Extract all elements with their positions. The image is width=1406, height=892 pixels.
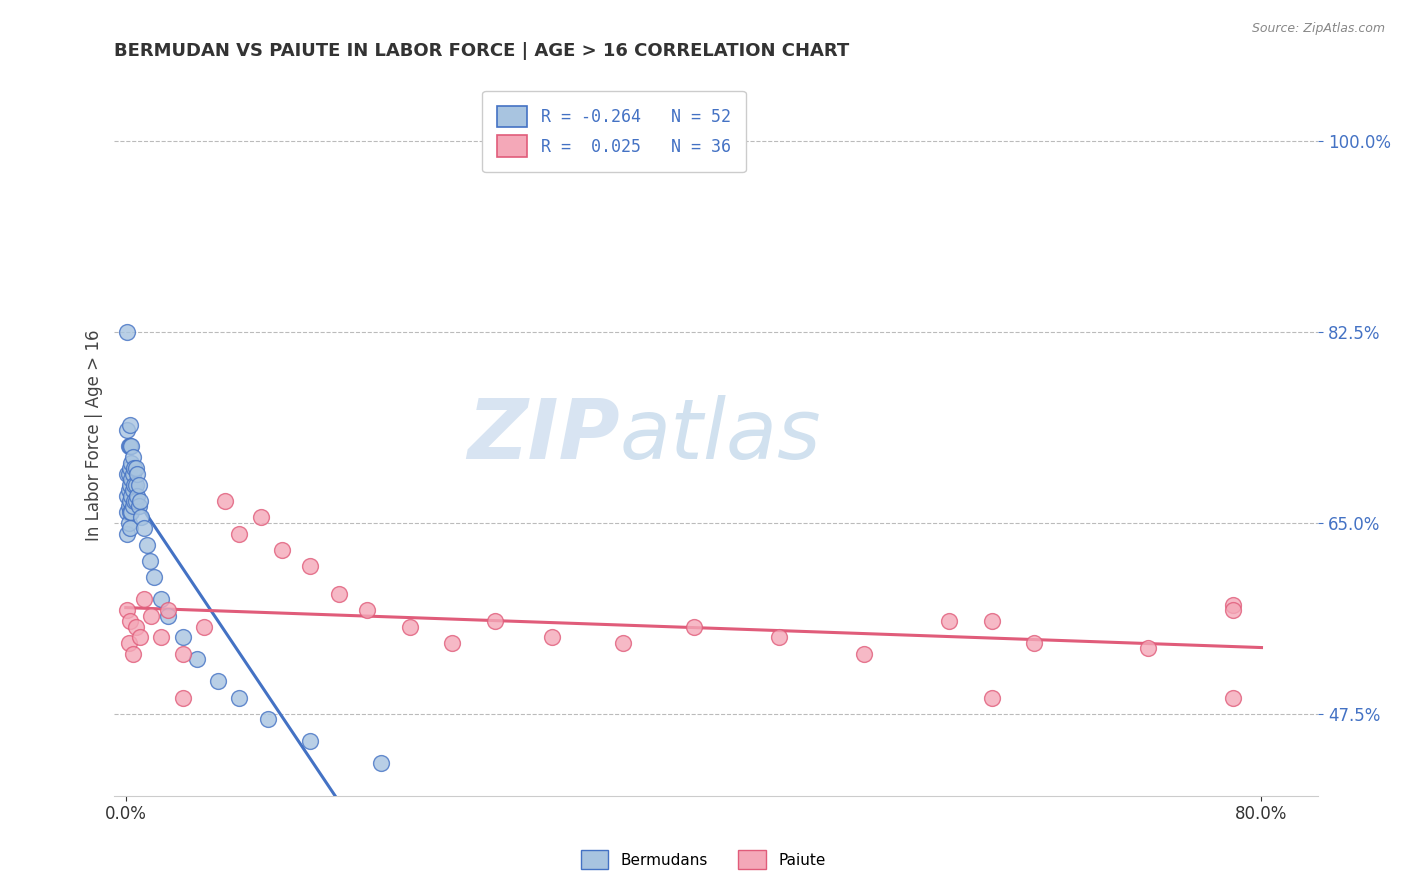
- Point: [271, 543, 294, 558]
- Point: [129, 631, 152, 645]
- Point: [121, 450, 143, 465]
- Point: [1222, 690, 1244, 705]
- Text: Source: ZipAtlas.com: Source: ZipAtlas.com: [1251, 22, 1385, 36]
- Point: [1136, 641, 1159, 656]
- Point: [370, 756, 392, 770]
- Y-axis label: In Labor Force | Age > 16: In Labor Force | Age > 16: [86, 330, 103, 541]
- Point: [124, 461, 146, 475]
- Point: [118, 521, 141, 535]
- Point: [121, 647, 143, 661]
- Point: [115, 467, 138, 481]
- Point: [150, 592, 173, 607]
- Point: [768, 631, 790, 645]
- Point: [139, 554, 162, 568]
- Point: [143, 570, 166, 584]
- Point: [127, 489, 149, 503]
- Point: [128, 500, 150, 514]
- Text: BERMUDAN VS PAIUTE IN LABOR FORCE | AGE > 16 CORRELATION CHART: BERMUDAN VS PAIUTE IN LABOR FORCE | AGE …: [114, 42, 849, 60]
- Legend: R = -0.264   N = 52, R =  0.025   N = 36: R = -0.264 N = 52, R = 0.025 N = 36: [482, 91, 745, 172]
- Point: [120, 472, 142, 486]
- Point: [612, 636, 634, 650]
- Point: [441, 636, 464, 650]
- Point: [299, 734, 322, 748]
- Point: [121, 483, 143, 497]
- Point: [120, 439, 142, 453]
- Point: [118, 477, 141, 491]
- Point: [214, 494, 236, 508]
- Point: [141, 608, 163, 623]
- Point: [115, 526, 138, 541]
- Point: [120, 505, 142, 519]
- Legend: Bermudans, Paiute: Bermudans, Paiute: [575, 844, 831, 875]
- Point: [115, 423, 138, 437]
- Point: [150, 631, 173, 645]
- Point: [256, 712, 278, 726]
- Point: [115, 603, 138, 617]
- Point: [115, 505, 138, 519]
- Point: [484, 614, 506, 628]
- Text: ZIP: ZIP: [467, 395, 620, 476]
- Point: [157, 603, 180, 617]
- Point: [249, 510, 271, 524]
- Point: [131, 510, 153, 524]
- Point: [172, 631, 194, 645]
- Point: [118, 505, 141, 519]
- Point: [121, 500, 143, 514]
- Point: [980, 614, 1002, 628]
- Point: [125, 477, 148, 491]
- Point: [117, 467, 139, 481]
- Point: [157, 608, 180, 623]
- Point: [118, 614, 141, 628]
- Point: [127, 467, 149, 481]
- Point: [980, 690, 1002, 705]
- Point: [136, 538, 159, 552]
- Point: [853, 647, 876, 661]
- Point: [129, 494, 152, 508]
- Point: [128, 477, 150, 491]
- Point: [125, 461, 148, 475]
- Point: [682, 619, 704, 633]
- Point: [134, 521, 156, 535]
- Point: [228, 690, 250, 705]
- Point: [118, 461, 141, 475]
- Point: [120, 489, 142, 503]
- Point: [117, 636, 139, 650]
- Point: [938, 614, 960, 628]
- Point: [1024, 636, 1046, 650]
- Point: [118, 494, 141, 508]
- Point: [356, 603, 378, 617]
- Point: [172, 690, 194, 705]
- Point: [1222, 598, 1244, 612]
- Point: [117, 516, 139, 530]
- Point: [1222, 603, 1244, 617]
- Point: [540, 631, 562, 645]
- Point: [124, 494, 146, 508]
- Point: [125, 494, 148, 508]
- Point: [207, 674, 229, 689]
- Point: [124, 477, 146, 491]
- Point: [121, 467, 143, 481]
- Point: [228, 526, 250, 541]
- Point: [117, 483, 139, 497]
- Point: [118, 417, 141, 432]
- Text: atlas: atlas: [620, 395, 821, 476]
- Point: [117, 500, 139, 514]
- Point: [172, 647, 194, 661]
- Point: [120, 456, 142, 470]
- Point: [115, 325, 138, 339]
- Point: [328, 587, 350, 601]
- Point: [398, 619, 420, 633]
- Point: [134, 592, 156, 607]
- Point: [115, 489, 138, 503]
- Point: [193, 619, 215, 633]
- Point: [125, 619, 148, 633]
- Point: [299, 559, 322, 574]
- Point: [118, 439, 141, 453]
- Point: [186, 652, 208, 666]
- Point: [117, 439, 139, 453]
